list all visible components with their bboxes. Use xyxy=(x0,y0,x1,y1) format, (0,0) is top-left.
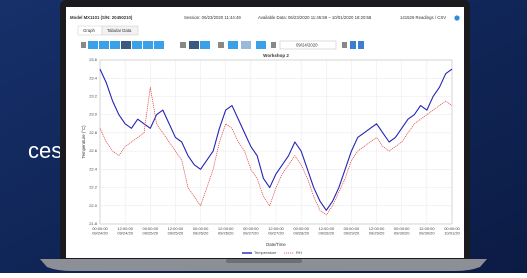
y-tick-label: 22.4 xyxy=(89,166,98,171)
chart-title: Workshop 2 xyxy=(263,53,289,58)
button[interactable] xyxy=(88,41,98,49)
available: Available Data: 06/23/2020 11:45:59 – 10… xyxy=(258,15,372,20)
readings: 141526 Readings / CSV xyxy=(400,15,446,20)
laptop-notch xyxy=(226,259,302,263)
y-tick-label: 23.0 xyxy=(89,112,98,117)
icon[interactable] xyxy=(358,41,364,49)
button[interactable] xyxy=(110,41,120,49)
help-icon[interactable] xyxy=(454,15,459,20)
y-axis-label: Temperature (°C) xyxy=(81,125,86,159)
legend-label: Temperature xyxy=(254,250,277,255)
button[interactable] xyxy=(256,41,266,49)
page: ces Model MX1101 (S/N: 20450210) Session… xyxy=(0,0,527,273)
session: Session: 06/23/2020 11:44:49 xyxy=(184,15,241,20)
icon[interactable] xyxy=(180,42,186,48)
y-tick-label: 22.2 xyxy=(89,185,98,190)
button[interactable] xyxy=(189,41,199,49)
y-tick-label: 22.6 xyxy=(89,148,98,153)
y-tick-label: 22.8 xyxy=(89,130,98,135)
screen: ces Model MX1101 (S/N: 20450210) Session… xyxy=(0,0,527,273)
y-tick-label: 23.4 xyxy=(89,75,98,80)
button[interactable] xyxy=(200,41,210,49)
toolbar: 09/24/2020 xyxy=(81,41,364,49)
icon[interactable] xyxy=(271,42,276,48)
icon[interactable] xyxy=(218,42,224,48)
button[interactable] xyxy=(121,41,131,49)
x-axis-label: Date/Time xyxy=(266,242,286,247)
icon[interactable] xyxy=(342,42,347,48)
date-value: 09/24/2020 xyxy=(296,43,318,48)
button[interactable] xyxy=(99,41,109,49)
y-tick-label: 22.0 xyxy=(89,203,98,208)
button[interactable] xyxy=(154,41,164,49)
tab-label: Tabular Data xyxy=(107,28,132,33)
side-text: ces xyxy=(28,138,62,163)
button[interactable] xyxy=(228,41,238,49)
button[interactable] xyxy=(132,41,142,49)
tab-label: Graph xyxy=(83,28,96,33)
button[interactable] xyxy=(143,41,153,49)
y-tick-label: 23.6 xyxy=(89,57,98,62)
button[interactable] xyxy=(241,41,251,49)
icon[interactable] xyxy=(81,42,86,48)
y-tick-label: 23.2 xyxy=(89,94,98,99)
legend-label: RH xyxy=(296,250,302,255)
icon[interactable] xyxy=(350,41,356,49)
model: Model MX1101 (S/N: 20450210) xyxy=(70,15,133,20)
